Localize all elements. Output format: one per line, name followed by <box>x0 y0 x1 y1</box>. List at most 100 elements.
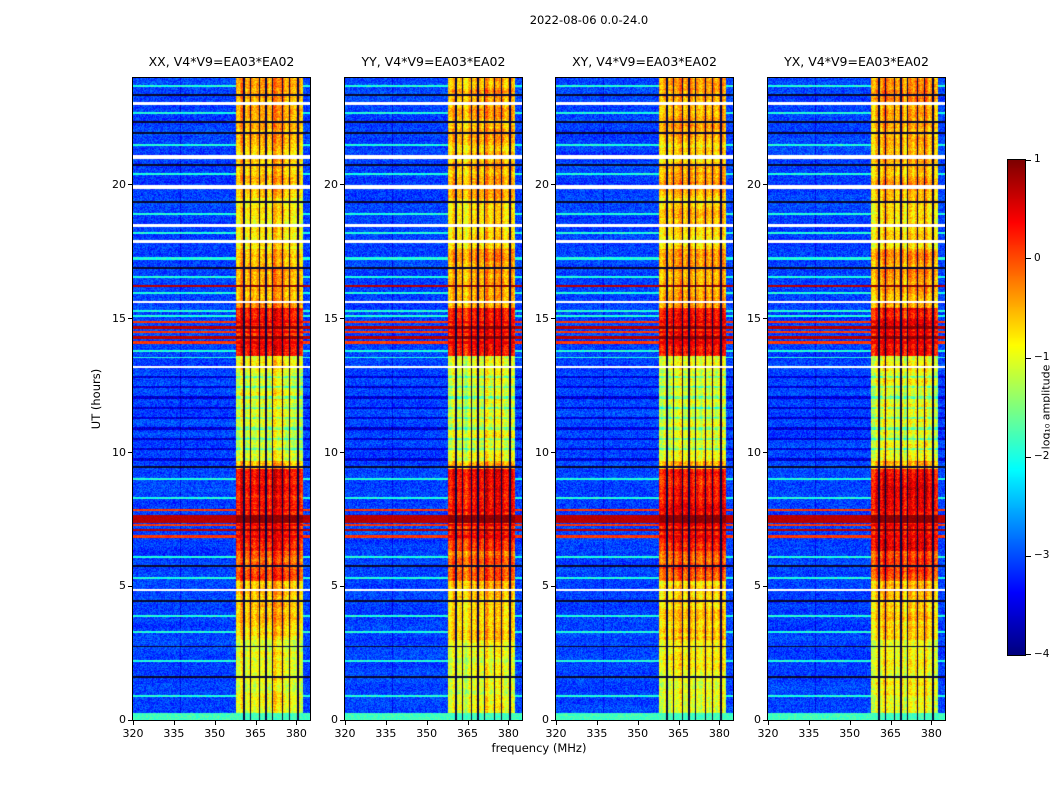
panel-yx: YX, V4*V9=EA03*EA02 320 335 350 365 380 0 5 10 1… <box>747 54 946 740</box>
y-tick-label: 5 <box>754 579 761 593</box>
colorbar-tick-label: −2 <box>1034 450 1050 462</box>
y-tick-label: 15 <box>112 311 126 325</box>
y-tick-label: 15 <box>535 311 549 325</box>
x-tick-mark <box>931 721 932 725</box>
y-tick-label: 10 <box>535 445 549 459</box>
colorbar-canvas <box>1007 159 1026 656</box>
colorbar-tick-label: 1 <box>1034 153 1041 165</box>
x-tick-mark <box>468 721 469 725</box>
x-tick-mark <box>256 721 257 725</box>
panel-xx: XX, V4*V9=EA03*EA02 320 335 350 365 380 0 5 10 1… <box>112 54 311 740</box>
y-tick-mark <box>128 586 132 587</box>
y-tick-label: 0 <box>331 713 338 726</box>
y-tick-mark <box>551 586 555 587</box>
y-tick-label: 10 <box>324 445 338 459</box>
y-tick-mark <box>340 720 344 721</box>
panel-xy: XY, V4*V9=EA03*EA02 320 335 350 365 380 0 5 10 1… <box>535 54 734 740</box>
x-tick-label: 335 <box>375 727 397 740</box>
panel-title: XY, V4*V9=EA03*EA02 <box>572 54 717 69</box>
panel-title: YY, V4*V9=EA03*EA02 <box>361 54 506 69</box>
x-tick-label: 380 <box>708 727 730 740</box>
y-tick-label: 0 <box>542 713 549 726</box>
x-tick-label: 365 <box>245 727 267 740</box>
spectrogram-canvas <box>344 77 523 721</box>
x-tick-label: 380 <box>920 727 942 740</box>
panel-yy: YY, V4*V9=EA03*EA02 320 335 350 365 380 0 5 10 1… <box>324 54 523 740</box>
x-tick-label: 365 <box>457 727 479 740</box>
x-tick-label: 350 <box>204 727 226 740</box>
y-tick-mark <box>128 184 132 185</box>
x-tick-mark <box>638 721 639 725</box>
x-tick-mark <box>809 721 810 725</box>
y-tick-mark <box>340 452 344 453</box>
x-tick-mark <box>386 721 387 725</box>
colorbar-tick-label: −1 <box>1034 351 1050 363</box>
y-tick-mark <box>128 452 132 453</box>
y-tick-mark <box>551 452 555 453</box>
y-tick-label: 5 <box>119 579 126 593</box>
x-tick-label: 365 <box>880 727 902 740</box>
colorbar-tick-mark <box>1026 457 1031 458</box>
x-tick-label: 320 <box>334 727 356 740</box>
y-tick-mark <box>763 452 767 453</box>
y-tick-label: 20 <box>747 178 761 191</box>
colorbar-label: log₁₀ amplitude <box>1039 364 1050 450</box>
colorbar-tick-label: 0 <box>1034 252 1041 264</box>
x-tick-mark <box>296 721 297 725</box>
colorbar-tick-label: −3 <box>1034 549 1050 561</box>
x-tick-mark <box>174 721 175 725</box>
y-tick-mark <box>128 720 132 721</box>
x-tick-label: 320 <box>545 727 567 740</box>
x-tick-label: 350 <box>839 727 861 740</box>
x-tick-label: 320 <box>757 727 779 740</box>
y-tick-label: 5 <box>542 579 549 593</box>
x-tick-label: 350 <box>627 727 649 740</box>
y-tick-mark <box>763 720 767 721</box>
spectrogram-canvas <box>555 77 734 721</box>
y-tick-mark <box>551 184 555 185</box>
spectrogram-canvas <box>767 77 946 721</box>
y-tick-mark <box>340 318 344 319</box>
colorbar: 1 0 −1 −2 −3 −4 <box>1007 153 1049 660</box>
x-tick-mark <box>850 721 851 725</box>
colorbar-tick-mark <box>1026 556 1031 557</box>
y-tick-label: 10 <box>747 445 761 459</box>
y-tick-mark <box>128 318 132 319</box>
y-tick-label: 15 <box>324 311 338 325</box>
x-tick-mark <box>719 721 720 725</box>
y-tick-label: 15 <box>747 311 761 325</box>
x-tick-label: 335 <box>798 727 820 740</box>
x-tick-label: 365 <box>668 727 690 740</box>
y-tick-mark <box>763 184 767 185</box>
x-tick-mark <box>133 721 134 725</box>
y-tick-label: 0 <box>754 713 761 726</box>
colorbar-tick-mark <box>1026 654 1031 655</box>
panel-title: YX, V4*V9=EA03*EA02 <box>784 54 929 69</box>
y-tick-mark <box>340 586 344 587</box>
y-tick-mark <box>763 586 767 587</box>
x-tick-mark <box>597 721 598 725</box>
x-tick-label: 335 <box>586 727 608 740</box>
colorbar-tick-mark <box>1026 160 1031 161</box>
y-tick-label: 20 <box>535 178 549 191</box>
x-tick-mark <box>215 721 216 725</box>
figure-title: 2022-08-06 0.0-24.0 <box>529 13 649 27</box>
y-tick-mark <box>763 318 767 319</box>
y-tick-label: 0 <box>119 713 126 726</box>
x-axis-label: frequency (MHz) <box>491 741 587 755</box>
x-tick-mark <box>508 721 509 725</box>
x-tick-label: 380 <box>285 727 307 740</box>
y-tick-label: 20 <box>324 178 338 191</box>
y-tick-mark <box>551 318 555 319</box>
y-axis-label: UT (hours) <box>89 368 103 430</box>
spectrogram-canvas <box>132 77 311 721</box>
colorbar-tick-mark <box>1026 358 1031 359</box>
x-tick-mark <box>679 721 680 725</box>
x-tick-mark <box>427 721 428 725</box>
x-tick-label: 335 <box>163 727 185 740</box>
colorbar-tick-label: −4 <box>1034 648 1050 660</box>
panel-title: XX, V4*V9=EA03*EA02 <box>148 54 295 69</box>
x-tick-label: 320 <box>122 727 144 740</box>
y-tick-mark <box>551 720 555 721</box>
x-tick-mark <box>345 721 346 725</box>
